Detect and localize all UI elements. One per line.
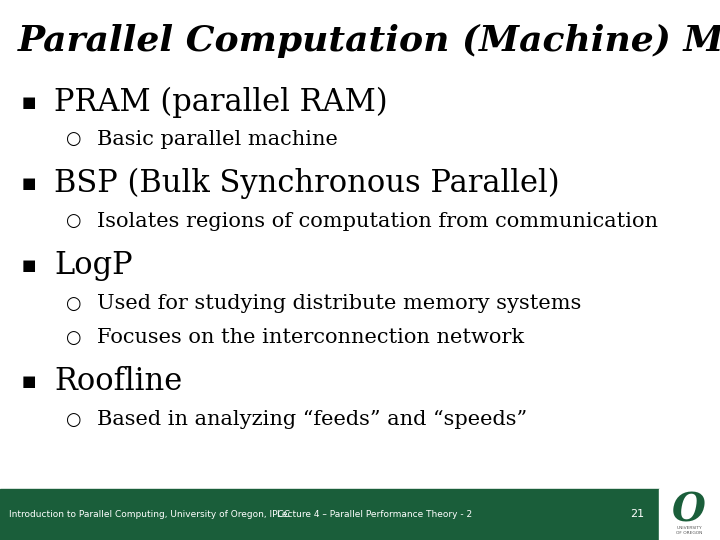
Text: Lecture 4 – Parallel Performance Theory - 2: Lecture 4 – Parallel Performance Theory … (276, 510, 472, 519)
Text: ○: ○ (65, 130, 81, 148)
Text: ○: ○ (65, 294, 81, 313)
Text: ○: ○ (65, 212, 81, 231)
Text: ■: ■ (22, 96, 36, 110)
Text: Introduction to Parallel Computing, University of Oregon, IPCC: Introduction to Parallel Computing, Univ… (9, 510, 289, 519)
Text: 21: 21 (630, 509, 644, 519)
Text: O: O (672, 491, 706, 529)
Bar (659, 489, 720, 540)
Text: Used for studying distribute memory systems: Used for studying distribute memory syst… (97, 294, 582, 313)
Text: LogP: LogP (54, 250, 132, 281)
Text: Focuses on the interconnection network: Focuses on the interconnection network (97, 328, 524, 347)
Bar (0, 489, 659, 540)
Text: Roofline: Roofline (54, 366, 182, 397)
Text: Parallel Computation (Machine) Models: Parallel Computation (Machine) Models (18, 24, 720, 58)
Text: Basic parallel machine: Basic parallel machine (97, 130, 338, 149)
Text: Isolates regions of computation from communication: Isolates regions of computation from com… (97, 212, 658, 231)
Text: Based in analyzing “feeds” and “speeds”: Based in analyzing “feeds” and “speeds” (97, 410, 528, 429)
Text: BSP (Bulk Synchronous Parallel): BSP (Bulk Synchronous Parallel) (54, 168, 559, 199)
Text: ■: ■ (22, 375, 36, 389)
Text: ○: ○ (65, 410, 81, 429)
Text: UNIVERSITY
OF OREGON: UNIVERSITY OF OREGON (676, 526, 702, 535)
Text: ■: ■ (22, 177, 36, 191)
Text: ■: ■ (22, 259, 36, 273)
Text: PRAM (parallel RAM): PRAM (parallel RAM) (54, 87, 387, 118)
Text: ○: ○ (65, 328, 81, 347)
